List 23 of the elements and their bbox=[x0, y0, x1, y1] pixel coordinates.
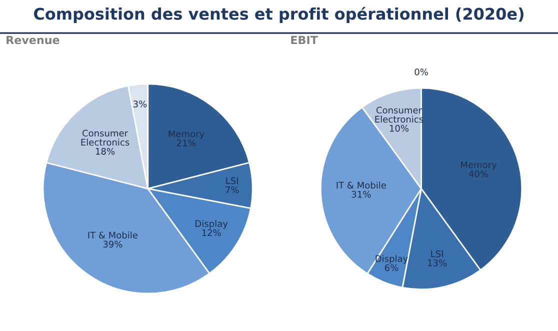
slice-label: Consumer Electronics bbox=[81, 130, 130, 146]
chart-title: EBIT bbox=[291, 36, 318, 44]
data-label: 10% bbox=[390, 124, 409, 132]
data-label: 39% bbox=[103, 240, 122, 248]
slice-label: Memory bbox=[461, 161, 497, 170]
text: 0% bbox=[414, 68, 428, 76]
data-label: 40% bbox=[468, 170, 488, 178]
slice-label: IT & Mobile bbox=[88, 232, 138, 239]
data-label: 12% bbox=[202, 229, 221, 236]
data-label: 31% bbox=[352, 190, 371, 198]
chart-title: Revenue bbox=[6, 36, 60, 44]
slice-label: IT & Mobile bbox=[336, 182, 386, 189]
data-label: 21% bbox=[176, 140, 196, 146]
slice-label: Memory bbox=[168, 130, 204, 140]
data-label: 13% bbox=[428, 259, 447, 266]
data-label: 6% bbox=[384, 264, 398, 272]
slice-label: Display bbox=[196, 220, 228, 229]
data-label: 3% bbox=[133, 100, 147, 108]
data-label: 18% bbox=[96, 148, 115, 155]
slice-label: LSI bbox=[431, 250, 443, 258]
data-label: 7% bbox=[226, 186, 239, 194]
text: Composition des ventes et profit opérationnel (2020e) bbox=[34, 6, 524, 23]
slice-label: LSI bbox=[226, 177, 238, 184]
